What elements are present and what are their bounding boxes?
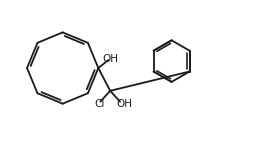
Text: OH: OH	[102, 54, 118, 64]
Text: OH: OH	[116, 99, 132, 109]
Text: Cl: Cl	[94, 99, 104, 109]
